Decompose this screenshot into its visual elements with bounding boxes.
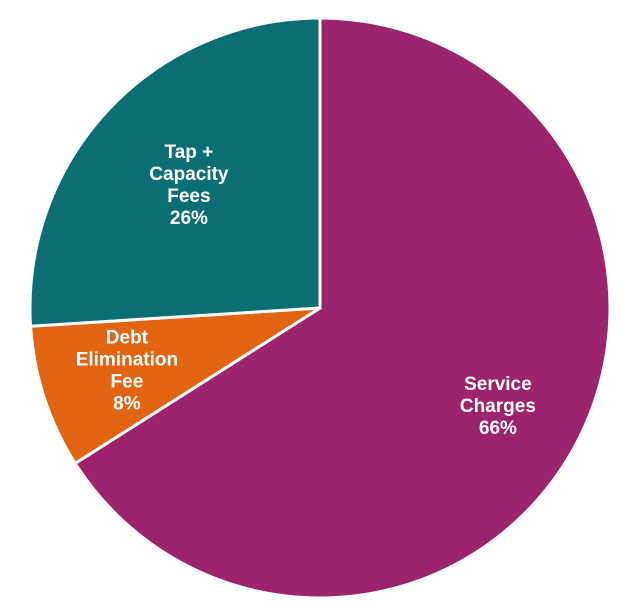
slice-name-line: Capacity — [149, 164, 229, 185]
slice-name-line: Fees — [167, 186, 210, 207]
slice-name-line: Elimination — [76, 350, 178, 371]
slice-percent-label: 66% — [479, 418, 517, 439]
slices-layer — [28, 16, 612, 600]
slice-percent-label: 8% — [113, 394, 141, 415]
pie-slice-0 — [73, 16, 612, 600]
slice-name-line: Fee — [111, 372, 144, 393]
slice-name-line: Service — [464, 374, 532, 395]
pie-slice-label-2: Tap + Capacity Fees 26% — [149, 142, 229, 229]
pie-slice-label-1: Debt Elimination Fee 8% — [76, 328, 178, 415]
pie-slice-1 — [28, 306, 321, 466]
pie-slice-label-0: Service Charges 66% — [460, 374, 536, 439]
labels-layer: Service Charges 66% Debt Elimination Fee 8% Tap… — [76, 142, 536, 439]
slice-name-line: Charges — [460, 396, 536, 417]
slice-name-line: Debt — [106, 328, 149, 349]
slice-name-line: Tap + — [165, 142, 214, 163]
pie-slice-2 — [28, 16, 322, 328]
slice-percent-label: 26% — [170, 208, 208, 229]
